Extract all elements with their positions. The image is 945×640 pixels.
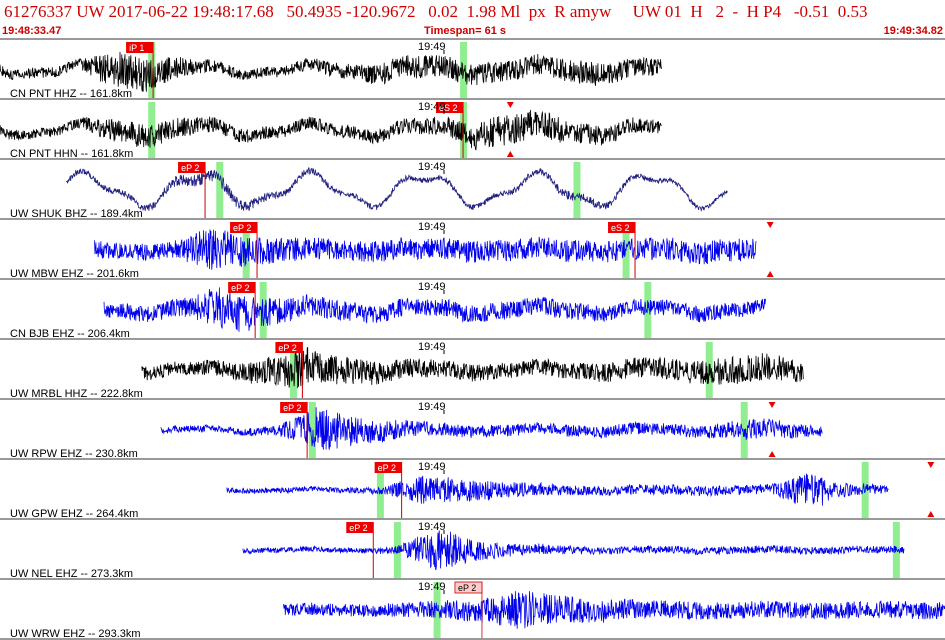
station-label: UW GPW EHZ -- 264.4km xyxy=(10,508,138,520)
triangle-up-icon xyxy=(506,151,514,157)
phase-pick-label: eP 2 xyxy=(349,523,367,533)
minute-label: 19:49 xyxy=(418,461,446,473)
triangle-down-icon xyxy=(768,402,776,408)
triangle-up-icon xyxy=(766,271,774,277)
station-label: UW MRBL HHZ -- 222.8km xyxy=(10,388,143,400)
minute-label: 19:49 xyxy=(418,281,446,293)
waveform-trace xyxy=(160,407,823,450)
minute-label: 19:49 xyxy=(418,581,446,593)
phase-pick-label: eP 2 xyxy=(233,223,251,233)
triangle-up-icon xyxy=(927,511,935,517)
station-label: CN BJB EHZ -- 206.4km xyxy=(10,328,130,340)
header-divider xyxy=(0,38,945,40)
station-label: CN PNT HHZ -- 161.8km xyxy=(10,88,132,100)
start-time-label: 19:48:33.47 xyxy=(2,25,62,37)
waveform-trace xyxy=(103,287,766,332)
waveform-trace xyxy=(283,591,945,629)
phase-pick-label: eP 2 xyxy=(181,163,199,173)
theoretical-arrival-band xyxy=(308,402,316,458)
phase-pick-box xyxy=(178,162,206,173)
minute-label: 19:49 xyxy=(418,41,446,53)
station-label: UW MBW EHZ -- 201.6km xyxy=(10,268,139,280)
station-label: UW NEL EHZ -- 273.3km xyxy=(10,568,133,580)
triangle-up-icon xyxy=(768,451,776,457)
minute-label: 19:49 xyxy=(418,101,446,113)
end-time-label: 19:49:34.82 xyxy=(883,25,943,37)
phase-pick-box xyxy=(374,462,402,473)
station-label: UW WRW EHZ -- 293.3km xyxy=(10,628,141,640)
event-header: 61276337 UW 2017-06-22 19:48:17.68 50.49… xyxy=(0,0,945,38)
theoretical-arrival-band xyxy=(573,162,581,218)
minute-label: 19:49 xyxy=(418,401,446,413)
event-title: 61276337 UW 2017-06-22 19:48:17.68 50.49… xyxy=(4,2,868,21)
triangle-down-icon xyxy=(927,462,935,468)
waveform-trace xyxy=(242,530,905,571)
phase-pick-box xyxy=(454,581,483,594)
waveform-trace xyxy=(226,473,889,506)
phase-pick-label: eS 2 xyxy=(611,223,630,233)
waveform-trace xyxy=(94,229,757,270)
phase-pick-box xyxy=(346,522,374,533)
phase-pick-label: eP 2 xyxy=(378,463,396,473)
theoretical-arrival-band xyxy=(148,42,156,98)
theoretical-arrival-band xyxy=(289,342,297,398)
waveform-trace xyxy=(65,167,728,212)
theoretical-arrival-band xyxy=(216,162,224,218)
phase-pick-label: eP 2 xyxy=(283,403,301,413)
waveform-trace xyxy=(0,109,662,151)
waveform-trace xyxy=(141,346,804,389)
phase-pick-box xyxy=(275,342,303,353)
phase-pick-label: eP 2 xyxy=(278,343,296,353)
triangle-down-icon xyxy=(506,102,514,108)
station-label: UW RPW EHZ -- 230.8km xyxy=(10,448,138,460)
minute-label: 19:49 xyxy=(418,161,446,173)
phase-pick-box xyxy=(230,222,258,233)
minute-label: 19:49 xyxy=(418,341,446,353)
waveform-trace xyxy=(0,51,662,92)
theoretical-arrival-band xyxy=(376,462,384,518)
theoretical-arrival-band xyxy=(644,282,652,338)
triangle-down-icon xyxy=(766,222,774,228)
phase-pick-box xyxy=(280,402,308,413)
phase-pick-label: eP 2 xyxy=(231,283,249,293)
phase-pick-box xyxy=(228,282,256,293)
timespan-label: Timespan= 61 s xyxy=(424,25,507,37)
phase-pick-box xyxy=(126,42,154,53)
phase-pick-box xyxy=(608,222,636,233)
phase-pick-label: eS 2 xyxy=(439,103,458,113)
station-label: CN PNT HHN -- 161.8km xyxy=(10,148,133,160)
minute-label: 19:49 xyxy=(418,221,446,233)
phase-pick-label: iP 1 xyxy=(129,43,144,53)
phase-pick-label: eP 2 xyxy=(458,583,476,593)
station-label: UW SHUK BHZ -- 189.4km xyxy=(10,208,143,220)
phase-pick-box xyxy=(436,102,464,113)
minute-label: 19:49 xyxy=(418,521,446,533)
